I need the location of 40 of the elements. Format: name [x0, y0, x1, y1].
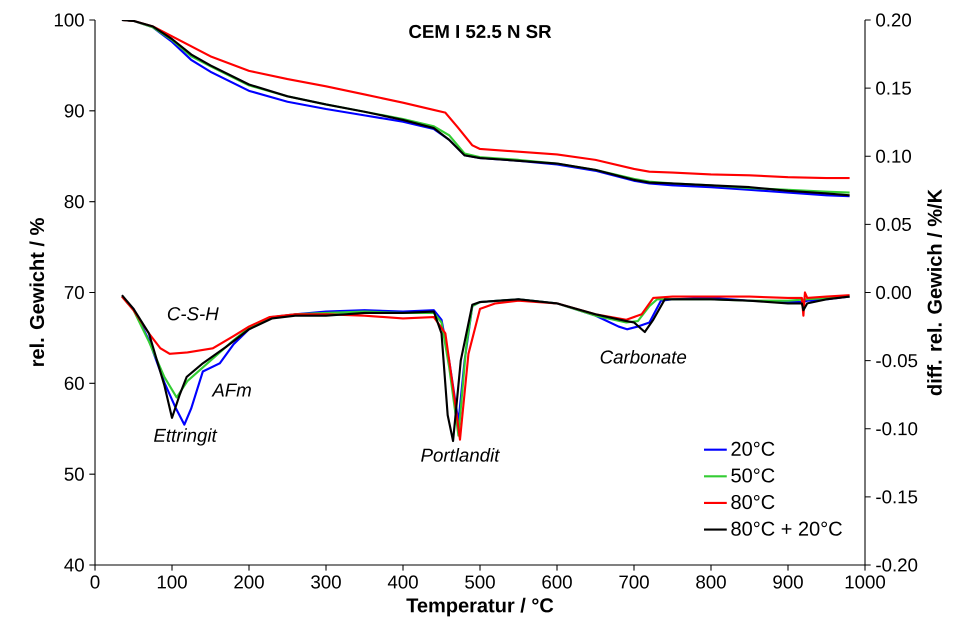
y2-axis-title: diff. rel. Gewich / %/K: [927, 189, 942, 396]
y2-tick-label: -0.15: [876, 490, 918, 504]
annotation: AFm: [211, 384, 251, 396]
y-tick-label: 40: [64, 558, 84, 572]
annotation: Portlandit: [421, 448, 500, 462]
x-tick-label: 700: [619, 575, 649, 589]
x-tick-label: 200: [234, 575, 264, 589]
y2-tick-label: -0.20: [876, 558, 918, 572]
x-tick-label: 600: [542, 575, 572, 589]
legend-label: 50°C: [731, 468, 774, 483]
x-axis-title: Temperatur / °C: [406, 598, 554, 616]
y2-tick-label: -0.10: [876, 422, 918, 436]
y-tick-label: 50: [64, 468, 84, 481]
y2-tick-label: 0.05: [876, 218, 911, 231]
x-tick-label: 400: [388, 575, 418, 589]
y-tick-label: 90: [64, 104, 84, 118]
legend-label: 80°C + 20°C: [731, 522, 842, 536]
x-tick-label: 0: [90, 575, 100, 589]
x-tick-label: 500: [465, 575, 495, 589]
y2-tick-label: 0.00: [876, 286, 912, 300]
y2-tick-label: 0.20: [876, 13, 912, 27]
x-tick-label: 900: [773, 575, 803, 589]
annotation: Ettringit: [154, 428, 218, 446]
annotation: Carbonate: [600, 350, 686, 364]
chart-title: CEM I 52.5 N SR: [409, 24, 552, 38]
x-tick-label: 800: [696, 575, 726, 589]
y2-tick-label: 0.15: [876, 81, 911, 95]
y2-tick-label: -0.05: [876, 354, 918, 368]
x-tick-label: 1000: [846, 575, 886, 589]
x-tick-label: 300: [311, 575, 341, 589]
y-tick-label: 60: [64, 376, 84, 390]
y-axis-title: rel. Gewicht / %: [29, 218, 44, 366]
x-tick-label: 100: [158, 575, 187, 589]
legend-label: 20°C: [732, 442, 774, 456]
y-tick-label: 100: [54, 13, 84, 27]
y-tick-label: 80: [64, 195, 84, 208]
y2-tick-label: 0.10: [876, 150, 912, 163]
annotation: C-S-H: [168, 307, 219, 320]
y-tick-label: 70: [64, 286, 84, 300]
legend-label: 80°C: [731, 494, 774, 510]
